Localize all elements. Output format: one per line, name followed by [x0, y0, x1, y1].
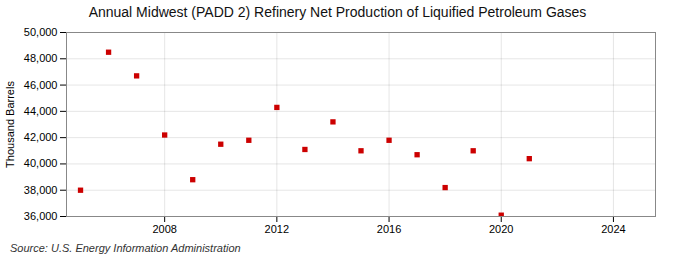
- svg-text:2016: 2016: [377, 223, 401, 235]
- html-text:Source: U.S. Energy Informatio: Source: U.S. Energy Information Administ…: [10, 242, 241, 254]
- svg-text:42,000: 42,000: [24, 131, 58, 143]
- svg-text:2024: 2024: [601, 223, 625, 235]
- svg-text:50,000: 50,000: [24, 26, 58, 38]
- svg-text:40,000: 40,000: [24, 157, 58, 169]
- svg-text:2012: 2012: [265, 223, 289, 235]
- svg-text:36,000: 36,000: [24, 210, 58, 222]
- html-text:Annual Midwest (PADD 2) Refine: Annual Midwest (PADD 2) Refinery Net Pro…: [88, 4, 587, 20]
- svg-text:48,000: 48,000: [24, 52, 58, 64]
- svg-text:44,000: 44,000: [24, 105, 58, 117]
- svg-text:38,000: 38,000: [24, 184, 58, 196]
- svg-text:46,000: 46,000: [24, 79, 58, 91]
- svg-text:2020: 2020: [489, 223, 513, 235]
- svg-text:2008: 2008: [152, 223, 176, 235]
- svg-text:Thousand Barrels: Thousand Barrels: [4, 81, 16, 168]
